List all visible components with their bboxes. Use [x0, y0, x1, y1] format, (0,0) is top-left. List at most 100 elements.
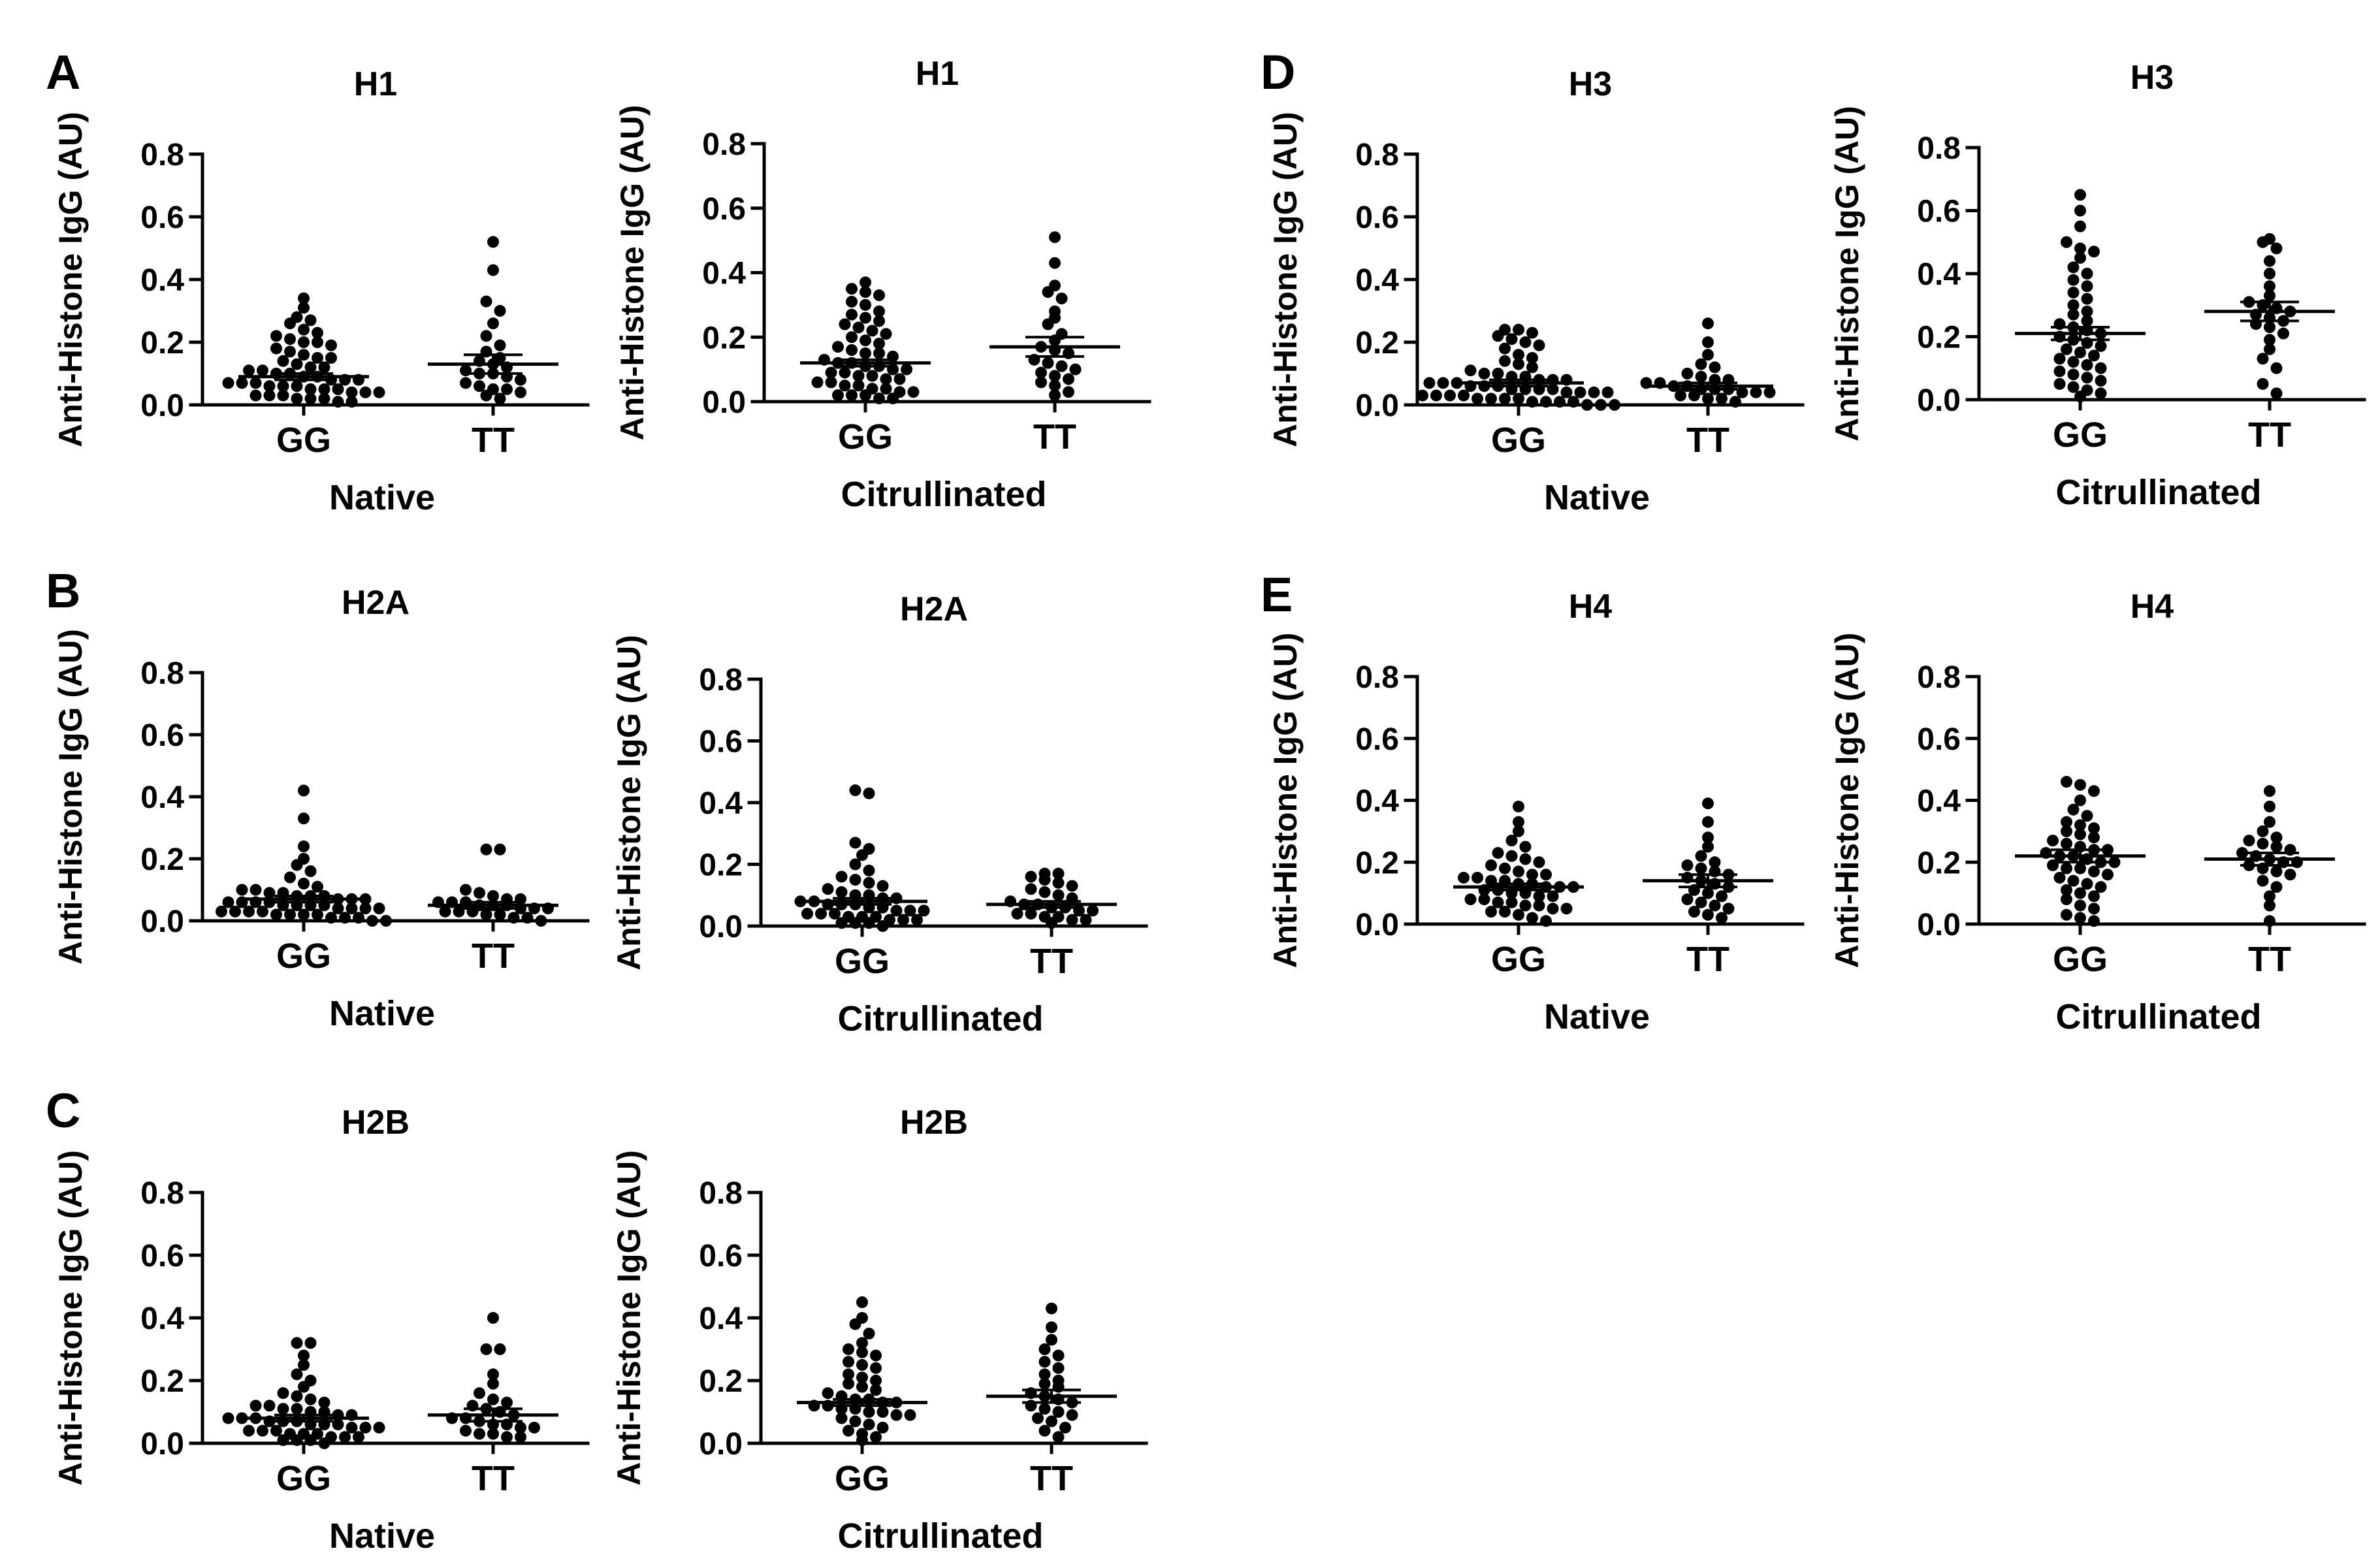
y-tick-label: 0.0 [699, 910, 743, 944]
chart-title: H2B [900, 1104, 968, 1142]
data-point [846, 331, 858, 344]
y-axis-label: Anti-Histone IgG (AU) [611, 635, 647, 970]
data-point [835, 1412, 848, 1424]
data-point [843, 1377, 854, 1390]
data-point [480, 1343, 492, 1355]
data-point [1046, 1302, 1057, 1315]
chart-title: H3 [2131, 59, 2174, 97]
data-point [515, 386, 526, 398]
data-point [1716, 890, 1728, 903]
data-point [346, 1422, 358, 1433]
data-point [1540, 396, 1552, 408]
data-point [1554, 396, 1566, 408]
data-point [1505, 896, 1518, 908]
data-point [480, 908, 492, 921]
data-point [1675, 389, 1686, 402]
data-point [2088, 865, 2100, 878]
data-point [1574, 386, 1586, 398]
data-point [1681, 893, 1694, 906]
data-point [1052, 876, 1065, 889]
data-point [1581, 399, 1593, 411]
data-point [284, 345, 296, 358]
data-point [856, 1346, 868, 1358]
data-point [2270, 362, 2283, 374]
chart-title: H3 [1569, 65, 1612, 103]
data-point [2081, 305, 2093, 317]
data-point [2264, 280, 2275, 293]
data-point [1499, 355, 1511, 367]
data-point [291, 1434, 303, 1447]
data-point [863, 787, 875, 799]
data-point [353, 912, 364, 924]
data-point [2095, 881, 2107, 893]
chart-panel-2: H1 0.0 0.2 0.4 0.6 0.8 Anti-Histone IgG (AU) GG… [614, 55, 1151, 514]
data-point [2074, 204, 2086, 217]
data-point [2088, 903, 2100, 915]
data-point [1568, 396, 1579, 408]
data-point [1430, 389, 1442, 402]
data-point [873, 289, 885, 302]
data-point [1052, 867, 1065, 880]
data-point [2264, 899, 2275, 912]
panel-letter: D [1261, 45, 1295, 99]
data-point [2257, 353, 2269, 365]
data-point [1547, 903, 1559, 915]
data-point [2067, 874, 2080, 887]
data-point [222, 1412, 234, 1424]
data-point [373, 903, 385, 914]
data-point [860, 347, 871, 359]
data-point [2108, 856, 2121, 869]
data-point [304, 314, 317, 327]
data-point [1499, 906, 1511, 918]
y-tick-label: 0.4 [140, 263, 184, 298]
data-point [487, 1393, 499, 1405]
data-point [2270, 242, 2283, 255]
data-point [312, 908, 323, 921]
y-tick-label: 0.6 [140, 1239, 184, 1273]
y-tick-label: 0.8 [699, 1176, 743, 1211]
y-axis-label: Anti-Histone IgG (AU) [1267, 633, 1304, 968]
x-category-label: GG [276, 421, 331, 460]
data-point [1055, 360, 1068, 372]
x-axis-label: Citrullinated [841, 475, 1046, 514]
data-point [339, 1431, 351, 1443]
data-point [1609, 399, 1620, 411]
data-point [494, 908, 506, 921]
y-tick-label: 0.2 [1917, 321, 1961, 355]
data-point [2264, 289, 2275, 302]
data-point [2081, 268, 2093, 280]
data-point [825, 366, 837, 379]
y-tick-label: 0.0 [140, 389, 184, 423]
data-point [1695, 850, 1707, 862]
x-category-label: GG [835, 942, 890, 981]
data-point [1722, 903, 1735, 915]
data-point [1052, 1349, 1065, 1362]
data-point [2067, 274, 2080, 286]
data-point [507, 912, 520, 924]
data-point [1052, 889, 1065, 901]
x-axis-label: Citrullinated [837, 1516, 1043, 1556]
data-point [880, 373, 892, 385]
data-point [870, 1384, 882, 1396]
data-point [291, 358, 303, 370]
data-point [876, 1406, 889, 1418]
data-point [1519, 899, 1532, 912]
data-point [515, 1422, 526, 1433]
data-point [1702, 816, 1714, 828]
data-point [304, 1434, 317, 1447]
y-tick-label: 0.2 [699, 848, 743, 883]
data-point [904, 1409, 916, 1421]
data-point [236, 377, 248, 389]
data-point [1042, 357, 1054, 369]
data-point [359, 386, 372, 398]
y-tick-label: 0.8 [699, 663, 743, 697]
data-point [822, 883, 834, 895]
data-point [2061, 825, 2072, 837]
x-axis-label: Native [329, 994, 435, 1033]
data-point [249, 884, 262, 896]
data-point [1492, 896, 1504, 908]
data-point [846, 295, 858, 308]
data-point [487, 264, 499, 276]
data-point [494, 339, 506, 351]
data-point [2067, 356, 2080, 368]
